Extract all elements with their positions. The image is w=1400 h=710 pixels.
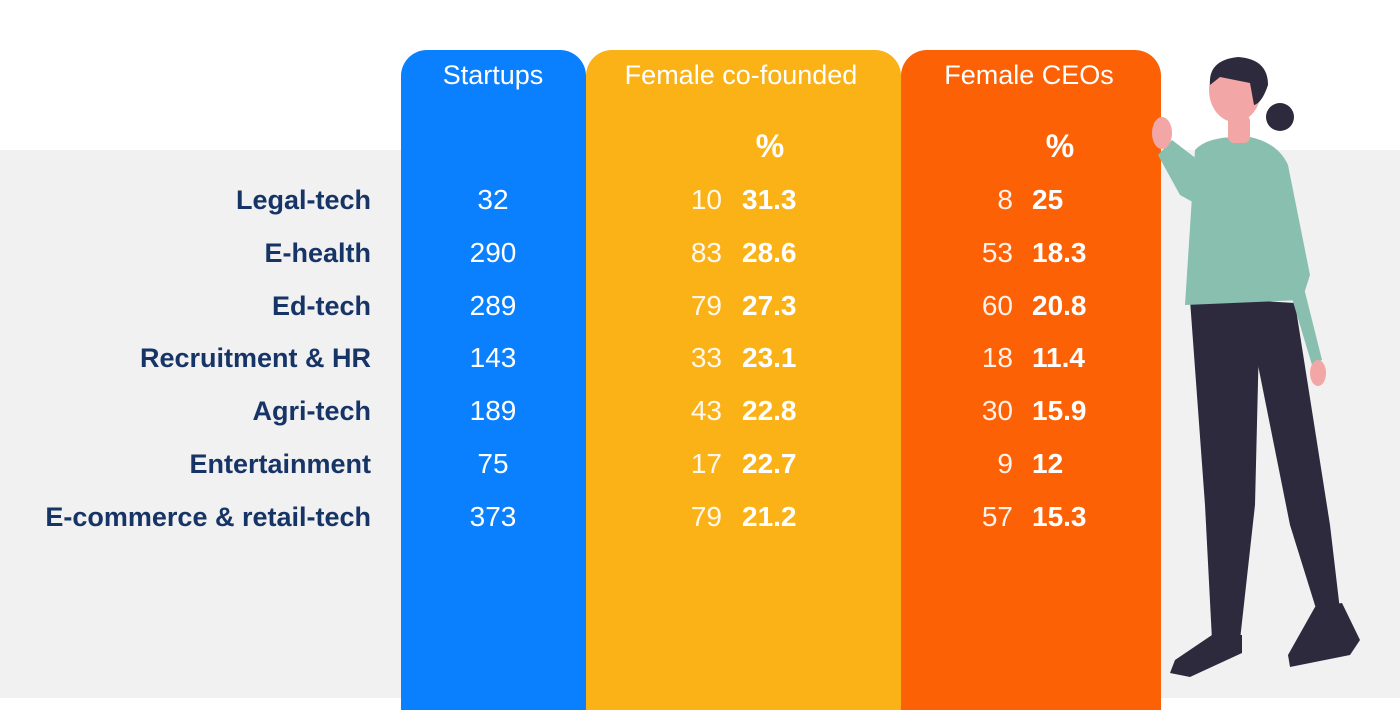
female-ceos-header: Female CEOs xyxy=(944,60,1114,90)
startups-count: 289 xyxy=(469,290,517,321)
female-cofounded-column xyxy=(586,50,901,710)
cofounded-count: 83 xyxy=(690,237,722,268)
row-label: Ed-tech xyxy=(271,291,371,321)
ceos-percent-label: % xyxy=(1045,128,1075,164)
cofounded-count: 43 xyxy=(690,395,722,426)
startups-count: 32 xyxy=(477,184,509,215)
cofounded-percent-label: % xyxy=(755,128,785,164)
ceos-count: 60 xyxy=(981,290,1013,321)
ceos-percent: 25 xyxy=(1032,184,1064,215)
female-ceos-column xyxy=(901,50,1161,710)
cofounded-count: 79 xyxy=(690,501,722,532)
startups-count: 189 xyxy=(469,395,517,426)
cofounded-percent: 23.1 xyxy=(742,342,797,373)
row-label: Entertainment xyxy=(189,449,371,479)
startups-column xyxy=(401,50,586,710)
ceos-percent: 15.9 xyxy=(1032,395,1087,426)
cofounded-percent: 21.2 xyxy=(742,501,797,532)
female-cofounded-header: Female co-founded xyxy=(624,60,858,90)
row-label: E-health xyxy=(264,238,371,268)
ceos-percent: 15.3 xyxy=(1032,501,1087,532)
ceos-count: 57 xyxy=(981,501,1013,532)
ceos-count: 53 xyxy=(981,237,1013,268)
ceos-count: 18 xyxy=(981,342,1013,373)
cofounded-count: 17 xyxy=(690,448,722,479)
cofounded-count: 10 xyxy=(690,184,722,215)
startups-count: 143 xyxy=(469,342,517,373)
cofounded-count: 33 xyxy=(690,342,722,373)
cofounded-percent: 22.8 xyxy=(742,395,797,426)
cofounded-count: 79 xyxy=(690,290,722,321)
startups-header: Startups xyxy=(442,60,544,90)
cofounded-percent: 28.6 xyxy=(742,237,797,268)
ceos-count: 30 xyxy=(981,395,1013,426)
cofounded-percent: 31.3 xyxy=(742,184,797,215)
startups-count: 75 xyxy=(477,448,509,479)
ceos-percent: 12 xyxy=(1032,448,1064,479)
row-label: Legal-tech xyxy=(235,185,371,215)
startups-count: 373 xyxy=(469,501,517,532)
ceos-percent: 20.8 xyxy=(1032,290,1087,321)
ceos-percent: 11.4 xyxy=(1032,342,1085,373)
row-label: Recruitment & HR xyxy=(139,343,371,373)
ceos-count: 8 xyxy=(997,184,1013,215)
ceos-count: 9 xyxy=(997,448,1013,479)
ceos-percent: 18.3 xyxy=(1032,237,1087,268)
row-label: Agri-tech xyxy=(252,396,371,426)
woman-leaning-illustration-icon xyxy=(1152,57,1360,677)
row-label: E-commerce & retail-tech xyxy=(45,502,371,532)
cofounded-percent: 22.7 xyxy=(742,448,797,479)
startups-count: 290 xyxy=(469,237,517,268)
cofounded-percent: 27.3 xyxy=(742,290,797,321)
